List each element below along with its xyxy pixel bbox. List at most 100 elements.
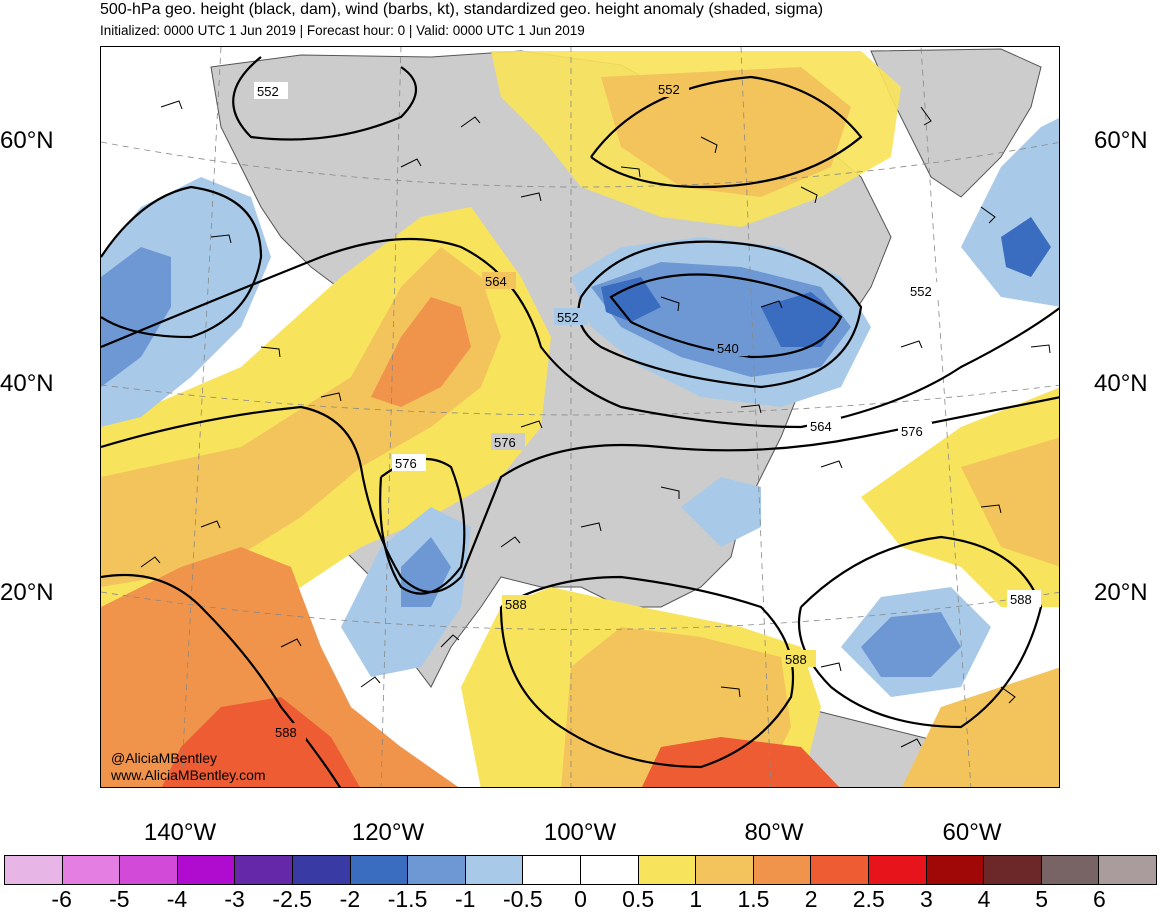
lat-label-40n-left: 40°N — [0, 370, 54, 397]
contour-576-loop — [379, 457, 466, 595]
anomaly-shading — [101, 51, 1059, 787]
colorbar-tick-label: -2.5 — [272, 886, 313, 912]
colorbar-tick-label: -5 — [109, 886, 130, 912]
colorbar-tick-label: 5 — [1035, 886, 1049, 912]
colorbar-box — [408, 856, 466, 884]
lon-label-100w: 100°W — [543, 819, 617, 846]
anomaly-negative-caribbean-east-mid — [861, 612, 961, 677]
lon-label-80w: 80°W — [744, 819, 804, 846]
contour-label: 552 — [658, 82, 680, 97]
colorbar-box — [523, 856, 581, 884]
colorbar-box — [753, 856, 812, 884]
colorbar-tick-label: 1.5 — [737, 886, 770, 912]
contour-label-bg — [782, 650, 816, 667]
colorbar-tick-label: 0 — [574, 886, 587, 912]
wind-barb — [140, 100, 1051, 748]
colorbar-tick-label: -2 — [339, 886, 361, 912]
colorbar-box — [868, 856, 927, 884]
colorbar-box — [811, 856, 869, 884]
contour-label-bg — [491, 433, 525, 450]
contour-label-bg — [554, 308, 588, 325]
contour-label: 564 — [810, 419, 832, 434]
anomaly-negative-great-lakes-core — [601, 277, 841, 347]
colorbar-tick-label: 6 — [1092, 886, 1106, 912]
contour-588-west — [101, 573, 342, 787]
colorbar-tick-label: 4 — [977, 886, 991, 912]
contour-label-bg — [1007, 590, 1041, 607]
anomaly-negative-northwest — [101, 177, 271, 427]
graticule-120w — [380, 47, 402, 787]
colorbar-box — [177, 856, 236, 884]
contour-552-northwest — [232, 56, 417, 141]
colorbar-box — [5, 856, 63, 884]
anomaly-positive-southeast — [901, 667, 1059, 787]
anomaly-positive-south-west — [101, 547, 459, 787]
colorbar-box — [580, 856, 639, 884]
colorbar-tick-label: 3 — [919, 886, 933, 912]
anomaly-positive-caribbean — [641, 737, 840, 787]
graticule-140w — [180, 47, 222, 787]
contour-label-bg — [502, 595, 536, 612]
colorbar-tick-label: 2 — [804, 886, 818, 912]
credit-website: www.AliciaMBentley.com — [110, 767, 266, 783]
contour-label: 576 — [395, 456, 417, 471]
colorbar-box — [120, 856, 178, 884]
colorbar-box — [235, 856, 293, 884]
lat-label-20n-left: 20°N — [0, 579, 54, 606]
contour-label: 540 — [717, 341, 739, 356]
colorbar-tick-label: -0.5 — [503, 886, 543, 912]
contour-label-bg — [714, 339, 748, 356]
colorbar-tick-label: -3 — [224, 886, 245, 912]
contour-label: 552 — [257, 84, 279, 99]
contour-label-bg — [907, 282, 941, 299]
anomaly-positive-west-core — [371, 297, 471, 407]
contour-label-bg — [272, 723, 306, 740]
colorbar-tick-label: -1.5 — [387, 886, 428, 912]
colorbar-box — [638, 856, 697, 884]
greenland-land — [870, 48, 1042, 198]
contour-564-central — [101, 237, 1059, 429]
height-contours — [101, 56, 1059, 787]
lat-label-60n-right: 60°N — [1094, 127, 1148, 154]
anomaly-negative-atlantic-ne-core — [1001, 217, 1051, 277]
contour-label: 588 — [785, 652, 807, 667]
anomaly-positive-west-orange — [101, 247, 501, 587]
map-panel: 552 552 564 552 540 552 564 576 576 576 … — [100, 46, 1060, 788]
wind-barbs — [140, 100, 1051, 748]
contour-labels: 552 552 564 552 540 552 564 576 576 576 … — [254, 80, 1041, 740]
contour-588-gulf — [499, 575, 795, 769]
contour-label: 576 — [901, 424, 923, 439]
contour-552-great-lakes — [577, 240, 863, 389]
contour-540 — [609, 273, 843, 359]
contour-label-bg — [898, 422, 932, 439]
contour-564-loop — [101, 185, 263, 339]
lon-label-140w: 140°W — [143, 819, 217, 846]
map-svg: 552 552 564 552 540 552 564 576 576 576 … — [101, 47, 1059, 787]
anomaly-negative-great-lakes-mid — [591, 262, 851, 377]
anomaly-negative-northwest-mid — [101, 247, 171, 387]
colorbar — [4, 855, 1157, 885]
colorbar-box — [62, 856, 121, 884]
colorbar-tick-label: 0.5 — [622, 886, 655, 912]
chart-subtitle: Initialized: 0000 UTC 1 Jun 2019 | Forec… — [100, 23, 585, 38]
colorbar-box — [696, 856, 754, 884]
credit-handle: @AliciaMBentley — [111, 750, 217, 766]
colorbar-tick-label: -6 — [51, 886, 72, 912]
colorbar-box — [1041, 856, 1100, 884]
contour-label: 564 — [485, 274, 507, 289]
colorbar-tick-label: 1 — [689, 886, 703, 912]
colorbar-box — [1099, 856, 1156, 884]
contour-label-bg — [482, 272, 516, 289]
colorbar-box — [350, 856, 409, 884]
colorbar-box — [465, 856, 524, 884]
contour-label-bg — [254, 82, 288, 99]
anomaly-negative-southeast-us — [681, 477, 761, 547]
lon-label-120w: 120°W — [351, 819, 425, 846]
contour-label-bg — [392, 454, 426, 471]
colorbar-box — [292, 856, 351, 884]
chart-title: 500-hPa geo. height (black, dam), wind (… — [100, 1, 824, 18]
colorbar-tick-label: -4 — [166, 886, 188, 912]
anomaly-positive-south-west-core — [161, 697, 360, 787]
contour-576 — [101, 396, 1059, 593]
colorbar-tick-label: 2.5 — [852, 886, 885, 912]
